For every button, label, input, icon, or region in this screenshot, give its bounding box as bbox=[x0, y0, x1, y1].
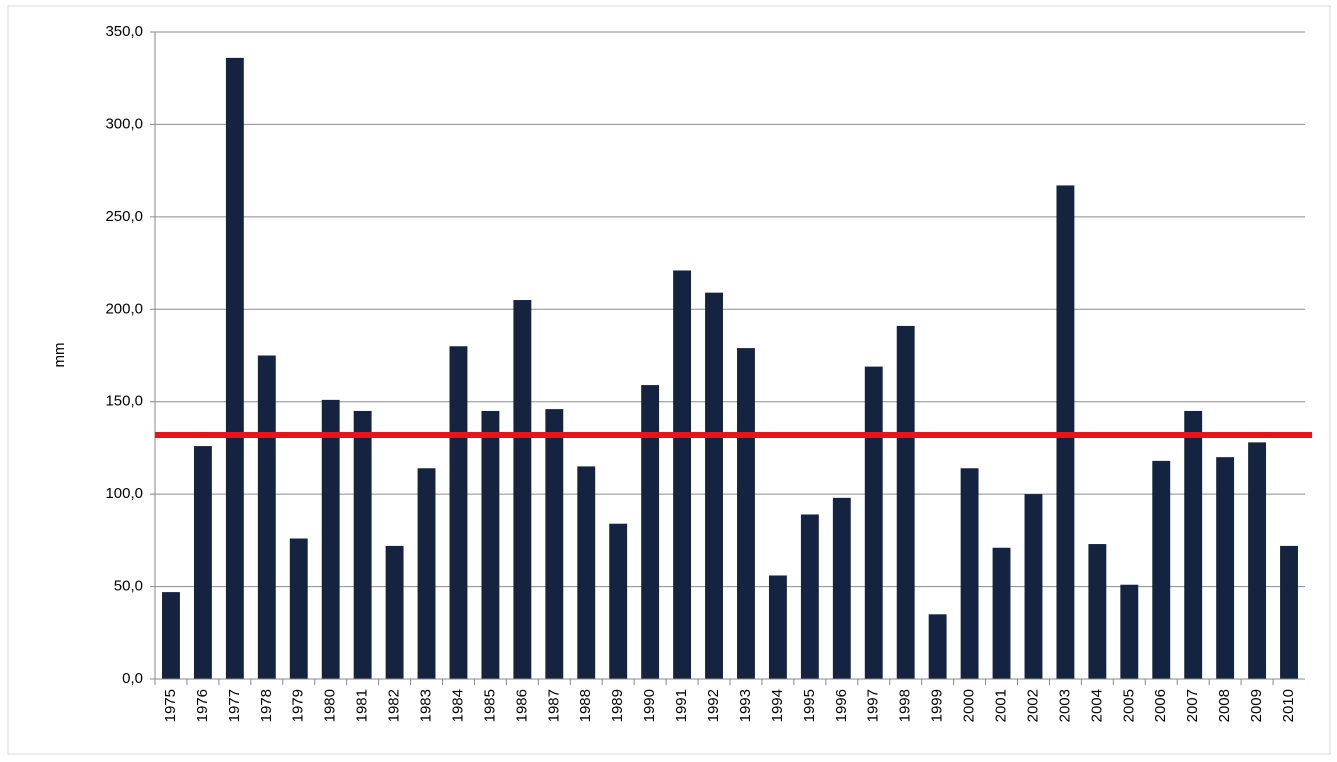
bar bbox=[737, 348, 755, 679]
y-tick-label: 150,0 bbox=[105, 393, 143, 410]
x-tick-label: 1995 bbox=[801, 689, 818, 722]
bar bbox=[705, 292, 723, 679]
bar bbox=[289, 538, 308, 679]
bar bbox=[1152, 460, 1171, 679]
x-tick-label: 2006 bbox=[1152, 689, 1169, 722]
x-tick-label: 2002 bbox=[1024, 689, 1041, 722]
x-tick-label: 1975 bbox=[162, 689, 179, 722]
x-tick-label: 1994 bbox=[769, 689, 786, 722]
y-tick-label: 0,0 bbox=[122, 670, 143, 687]
x-tick-label: 1988 bbox=[577, 689, 594, 722]
x-tick-label: 1990 bbox=[641, 689, 658, 722]
x-tick-label: 2007 bbox=[1184, 689, 1201, 722]
bar bbox=[832, 497, 851, 679]
bar bbox=[800, 514, 819, 679]
bar bbox=[225, 57, 244, 679]
bar bbox=[928, 614, 947, 679]
x-tick-label: 1977 bbox=[226, 689, 243, 722]
bar bbox=[353, 410, 372, 679]
bar bbox=[609, 523, 628, 679]
x-tick-label: 1996 bbox=[833, 689, 850, 722]
y-tick-label: 350,0 bbox=[105, 23, 143, 40]
x-tick-label: 2008 bbox=[1216, 689, 1233, 722]
bar bbox=[673, 270, 692, 679]
bar bbox=[1216, 457, 1235, 679]
x-tick-label: 1979 bbox=[290, 689, 307, 722]
bar bbox=[960, 468, 979, 679]
bar bbox=[449, 346, 468, 679]
y-tick-label: 100,0 bbox=[105, 485, 143, 502]
x-tick-label: 2010 bbox=[1280, 689, 1297, 722]
x-tick-label: 1982 bbox=[386, 689, 403, 722]
bar bbox=[896, 325, 915, 679]
x-tick-label: 1981 bbox=[354, 689, 371, 722]
bar bbox=[992, 547, 1011, 679]
bar bbox=[417, 468, 436, 679]
x-tick-label: 2009 bbox=[1248, 689, 1265, 722]
x-tick-label: 1987 bbox=[545, 689, 562, 722]
x-tick-label: 2001 bbox=[992, 689, 1009, 722]
bar bbox=[481, 410, 500, 679]
bar bbox=[577, 466, 596, 679]
x-tick-label: 1993 bbox=[737, 689, 754, 722]
x-tick-label: 1984 bbox=[449, 689, 466, 722]
x-tick-label: 1980 bbox=[322, 689, 339, 722]
x-tick-label: 2000 bbox=[961, 689, 978, 722]
x-tick-label: 1992 bbox=[705, 689, 722, 722]
x-tick-label: 1997 bbox=[865, 689, 882, 722]
bar bbox=[162, 592, 180, 679]
bar bbox=[1280, 545, 1298, 679]
y-tick-label: 200,0 bbox=[105, 300, 143, 317]
bar bbox=[193, 446, 212, 679]
y-axis-label: mm bbox=[51, 343, 68, 368]
x-tick-label: 1989 bbox=[609, 689, 626, 722]
x-tick-label: 2004 bbox=[1088, 689, 1105, 722]
x-tick-label: 1998 bbox=[897, 689, 914, 722]
y-tick-label: 300,0 bbox=[105, 115, 143, 132]
bar bbox=[1120, 584, 1139, 679]
x-tick-label: 1986 bbox=[513, 689, 530, 722]
x-tick-label: 1999 bbox=[929, 689, 946, 722]
bar bbox=[864, 366, 883, 679]
x-tick-label: 1983 bbox=[417, 689, 434, 722]
x-tick-label: 2005 bbox=[1120, 689, 1137, 722]
x-tick-label: 1991 bbox=[673, 689, 690, 722]
x-tick-label: 2003 bbox=[1056, 689, 1073, 722]
x-tick-label: 1985 bbox=[481, 689, 498, 722]
bar bbox=[1088, 544, 1107, 679]
bar bbox=[1184, 410, 1203, 679]
bar bbox=[1248, 442, 1267, 679]
bar bbox=[641, 385, 660, 679]
bar bbox=[513, 300, 532, 679]
y-tick-label: 250,0 bbox=[105, 208, 143, 225]
x-tick-label: 1978 bbox=[258, 689, 275, 722]
bar bbox=[385, 545, 404, 679]
bar bbox=[257, 355, 276, 679]
bar bbox=[545, 409, 564, 679]
y-tick-label: 50,0 bbox=[114, 578, 143, 595]
x-tick-label: 1976 bbox=[194, 689, 211, 722]
bar bbox=[321, 399, 340, 679]
bar bbox=[1024, 494, 1043, 679]
bar bbox=[768, 575, 787, 679]
